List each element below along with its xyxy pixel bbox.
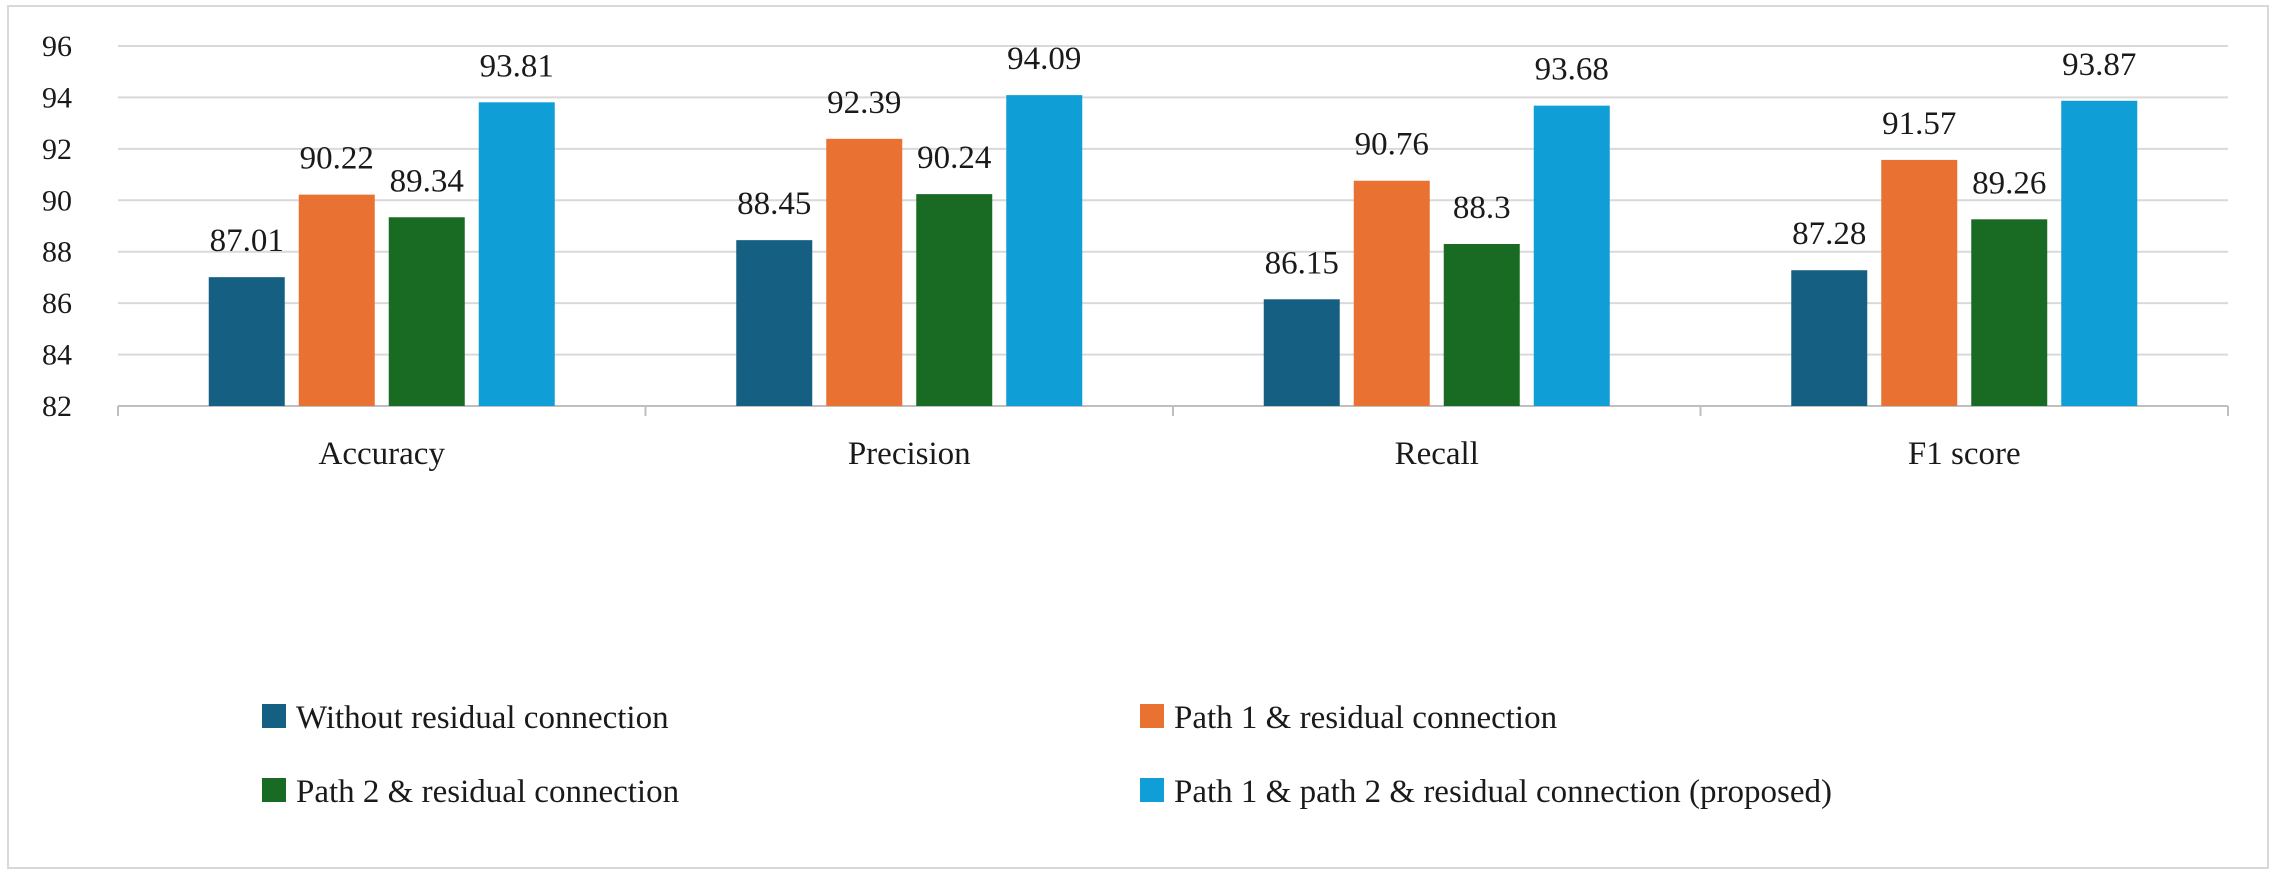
data-label: 89.26 [1972, 165, 2046, 201]
data-label: 90.24 [917, 140, 991, 176]
legend-label: Path 1 & path 2 & residual connection (p… [1174, 774, 1832, 810]
data-label: 94.09 [1007, 41, 1081, 77]
bar [1971, 219, 2048, 406]
bar [736, 240, 813, 406]
bar [1353, 180, 1430, 406]
bar [1533, 105, 1610, 407]
data-label: 93.68 [1535, 52, 1609, 88]
bar [208, 277, 285, 406]
y-tick-label: 96 [42, 30, 72, 63]
bar [826, 138, 903, 407]
data-label: 90.76 [1355, 127, 1429, 163]
x-category-label: F1 score [1908, 436, 2021, 472]
y-tick-label: 94 [42, 81, 72, 114]
legend-label: Path 1 & residual connection [1174, 700, 1557, 736]
x-category-label: Precision [848, 436, 971, 472]
data-labels: 87.01 90.22 89.34 93.81 88.45 92.39 90.24 94.09… [210, 41, 2137, 281]
bar [1263, 299, 1340, 406]
bar [1006, 95, 1083, 406]
x-category-label: Accuracy [319, 436, 446, 472]
bars [208, 95, 2138, 407]
gridlines [118, 45, 2228, 356]
data-label: 93.87 [2062, 47, 2136, 83]
x-category-label: Recall [1395, 436, 1479, 472]
y-tick-label: 92 [42, 133, 72, 166]
bar [1443, 244, 1520, 406]
data-label: 92.39 [827, 85, 901, 121]
legend-swatch [262, 778, 286, 802]
bar [298, 194, 375, 406]
legend-label: Without residual connection [296, 700, 669, 736]
y-tick-label: 84 [42, 339, 72, 372]
bar [2061, 100, 2138, 407]
bar [916, 194, 993, 406]
data-label: 86.15 [1265, 245, 1339, 281]
bar [1881, 159, 1958, 406]
data-label: 93.81 [480, 48, 554, 84]
data-label: 91.57 [1882, 106, 1956, 142]
y-tick-label: 86 [42, 287, 72, 320]
bar [478, 102, 555, 407]
legend: Without residual connection Path 1 & resi… [262, 700, 1832, 810]
legend-swatch [1140, 704, 1164, 728]
y-tick-label: 82 [42, 390, 72, 423]
data-label: 89.34 [390, 163, 464, 199]
y-tick-label: 90 [42, 184, 72, 217]
data-label: 88.45 [737, 186, 811, 222]
data-label: 87.28 [1792, 216, 1866, 252]
axes: 82 84 86 88 90 92 94 96 Accuracy Precision Recall F… [42, 30, 2229, 472]
bar [388, 217, 465, 406]
legend-swatch [1140, 778, 1164, 802]
legend-label: Path 2 & residual connection [296, 774, 679, 810]
data-label: 90.22 [300, 141, 374, 177]
data-label: 88.3 [1453, 190, 1511, 226]
y-tick-label: 88 [42, 236, 72, 269]
legend-swatch [262, 704, 286, 728]
data-label: 87.01 [210, 223, 284, 259]
bar [1791, 270, 1868, 406]
